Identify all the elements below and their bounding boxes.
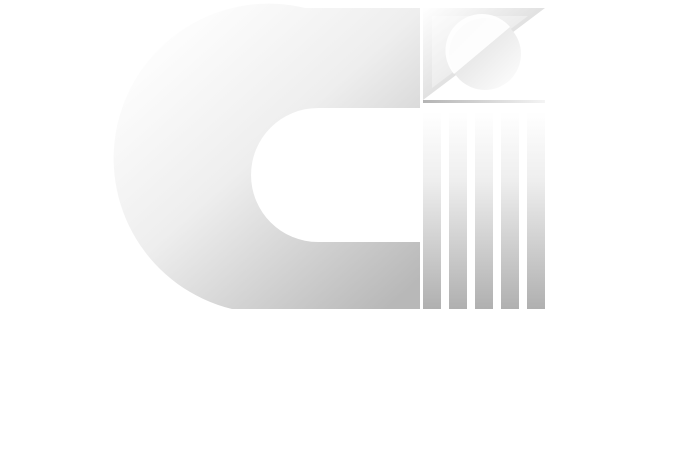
bar-3: [475, 112, 493, 309]
bar-4: [501, 112, 519, 309]
bar-1: [423, 112, 441, 309]
circle-slice: [445, 13, 510, 74]
divider-line: [423, 100, 545, 103]
bar-2: [449, 112, 467, 309]
c-shape: [113, 3, 421, 310]
bar-5: [527, 112, 545, 309]
